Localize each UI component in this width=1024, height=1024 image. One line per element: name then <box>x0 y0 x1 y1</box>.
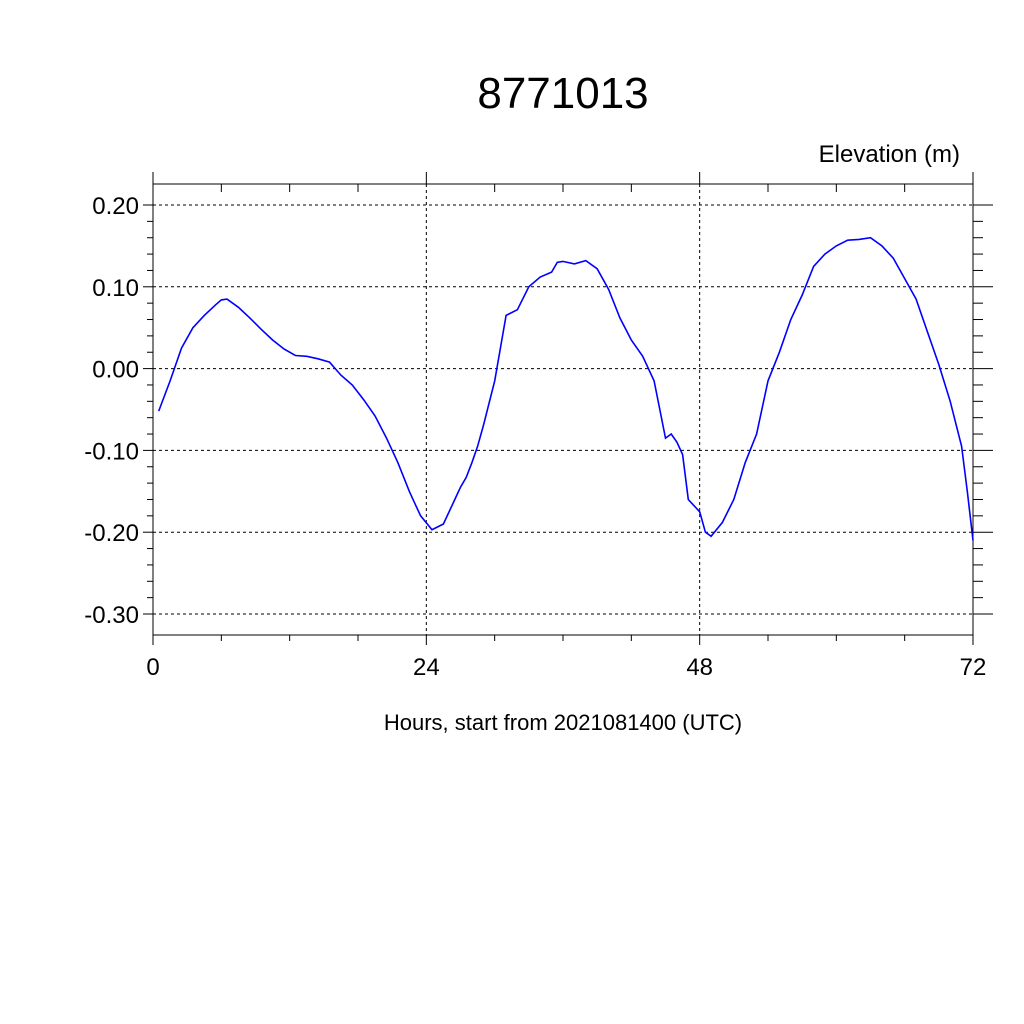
x-tick-labels: 0 24 48 72 <box>146 654 986 681</box>
tick-marks <box>143 172 993 645</box>
x-tick-label: 0 <box>146 654 159 681</box>
y-tick-label: -0.30 <box>84 602 139 629</box>
y-tick-label: -0.20 <box>84 520 139 547</box>
y-tick-label: 0.20 <box>92 193 139 220</box>
y-tick-label: -0.10 <box>84 438 139 465</box>
plot-frame <box>152 183 974 636</box>
y-tick-labels: 0.20 0.10 0.00 -0.10 -0.20 -0.30 <box>84 193 139 629</box>
chart-title: 8771013 <box>477 69 648 118</box>
series-line <box>157 236 974 541</box>
x-tick-label: 24 <box>413 654 440 681</box>
y-tick-label: 0.10 <box>92 275 139 302</box>
y-tick-label: 0.00 <box>92 357 139 384</box>
x-tick-label: 72 <box>960 654 987 681</box>
series-layer <box>157 236 974 541</box>
grid-lines <box>152 184 974 635</box>
x-axis-label: Hours, start from 2021081400 (UTC) <box>384 710 742 735</box>
x-tick-label: 48 <box>686 654 713 681</box>
units-label: Elevation (m) <box>819 141 960 168</box>
